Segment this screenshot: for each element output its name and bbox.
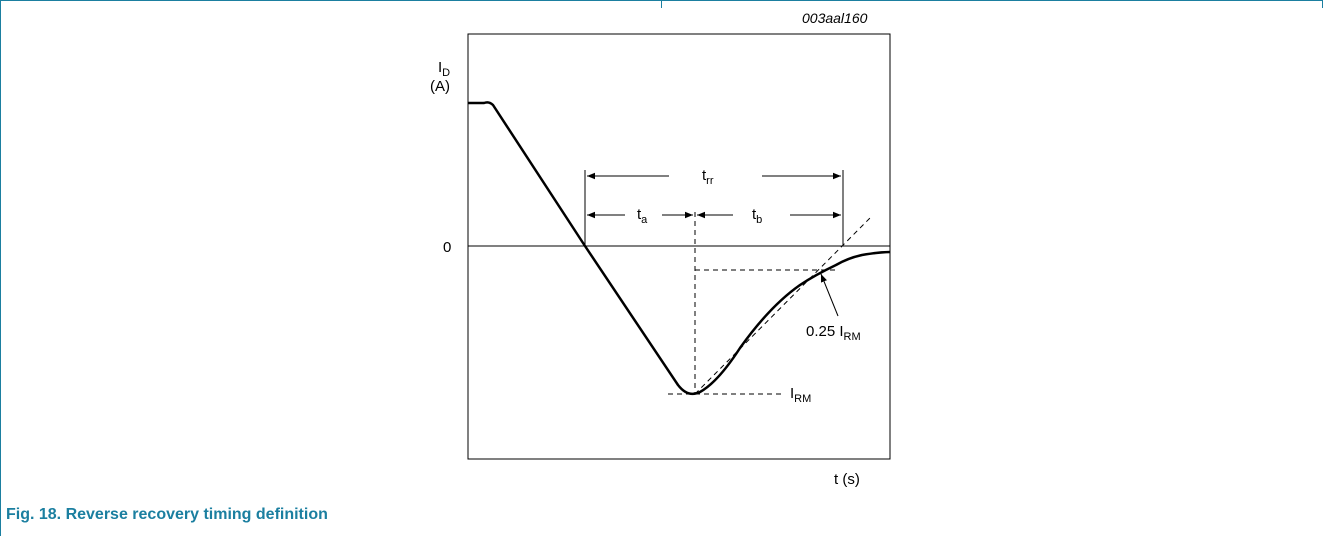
y-axis-unit: (A)	[430, 78, 450, 95]
frame-left-border	[0, 0, 1, 536]
irm-label: IRM	[790, 385, 811, 405]
quarter-irm-leader	[820, 273, 839, 317]
x-axis-label: t (s)	[834, 471, 860, 488]
tb-label: tb	[752, 206, 762, 226]
figure-caption: Fig. 18. Reverse recovery timing definit…	[6, 506, 328, 523]
zero-label: 0	[443, 239, 451, 256]
quarter-irm-label: 0.25 IRM	[806, 323, 861, 343]
trr-label: trr	[702, 167, 714, 187]
figure-id: 003aal160	[802, 10, 868, 26]
frame-column-divider	[661, 0, 662, 8]
current-waveform	[468, 101, 891, 396]
y-axis-label: ID	[438, 59, 450, 79]
ta-label: ta	[637, 206, 648, 226]
extrapolation-dashed	[694, 215, 873, 395]
